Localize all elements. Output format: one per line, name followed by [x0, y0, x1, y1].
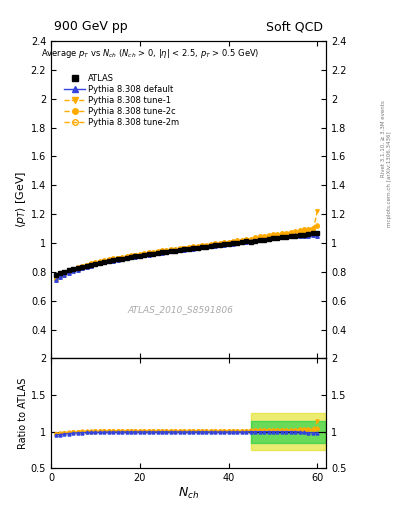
Text: Rivet 3.1.10, ≥ 3.3M events: Rivet 3.1.10, ≥ 3.3M events — [381, 100, 386, 177]
Text: Average $p_T$ vs $N_{ch}$ ($N_{ch}$ > 0, |$\eta$| < 2.5, $p_T$ > 0.5 GeV): Average $p_T$ vs $N_{ch}$ ($N_{ch}$ > 0,… — [41, 47, 259, 60]
X-axis label: $N_{ch}$: $N_{ch}$ — [178, 486, 199, 501]
Text: ATLAS_2010_S8591806: ATLAS_2010_S8591806 — [127, 305, 233, 314]
Text: 900 GeV pp: 900 GeV pp — [54, 20, 127, 33]
Y-axis label: $\langle p_T \rangle$ [GeV]: $\langle p_T \rangle$ [GeV] — [14, 171, 28, 228]
Text: Soft QCD: Soft QCD — [266, 20, 323, 33]
Legend: ATLAS, Pythia 8.308 default, Pythia 8.308 tune-1, Pythia 8.308 tune-2c, Pythia 8: ATLAS, Pythia 8.308 default, Pythia 8.30… — [61, 71, 183, 131]
Text: mcplots.cern.ch [arXiv:1306.3436]: mcplots.cern.ch [arXiv:1306.3436] — [387, 132, 391, 227]
Y-axis label: Ratio to ATLAS: Ratio to ATLAS — [18, 378, 28, 449]
